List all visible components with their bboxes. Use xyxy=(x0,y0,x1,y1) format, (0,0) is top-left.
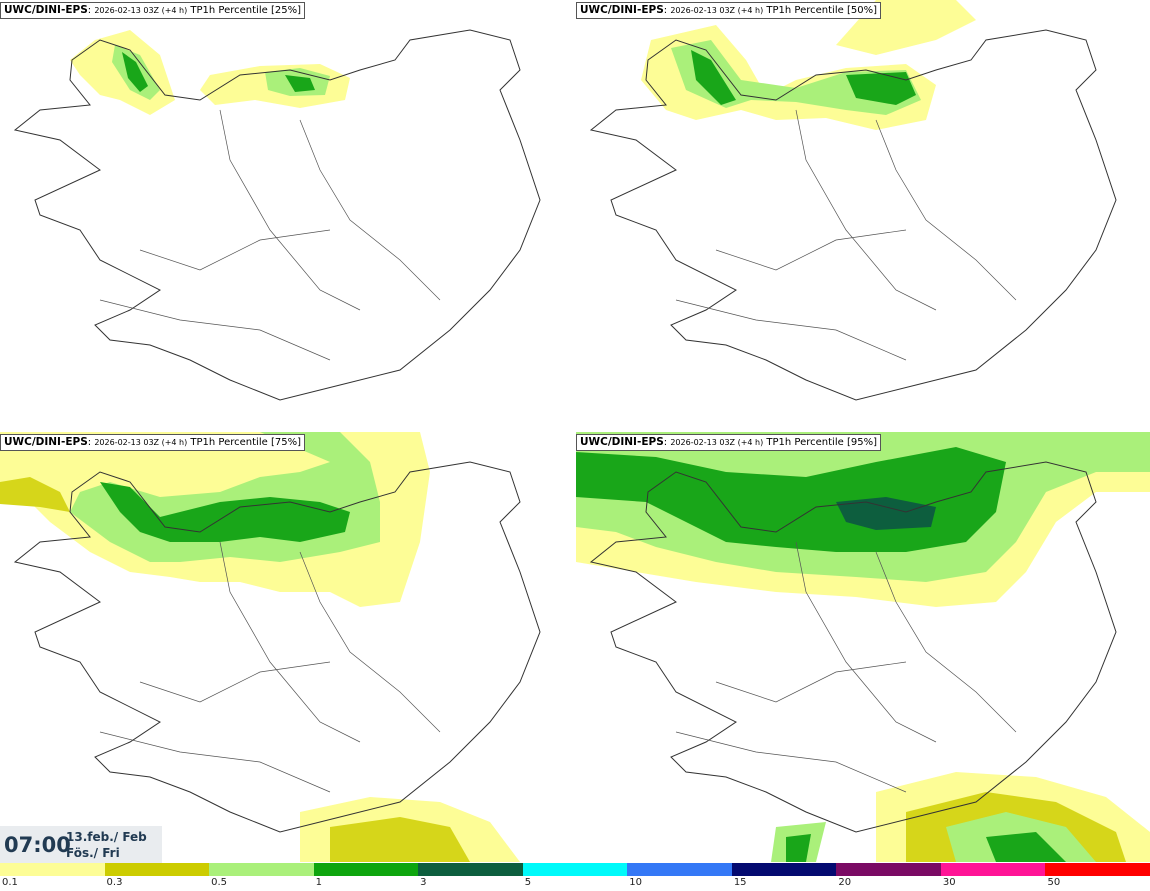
map-title: UWC/DINI-EPS: 2026-02-13 03Z (+4 h) TP1h… xyxy=(576,2,881,19)
legend-label: 5 xyxy=(524,877,532,888)
legend-label: 0.3 xyxy=(106,877,123,888)
legend-label: 15 xyxy=(733,877,747,888)
precipitation-map xyxy=(0,432,541,862)
legend-labels: 0.1 0.3 0.5 1 3 5 10 15 20 30 50 xyxy=(0,877,1150,891)
legend-swatch xyxy=(627,863,732,876)
model-name: UWC/DINI-EPS xyxy=(580,4,664,16)
model-name: UWC/DINI-EPS xyxy=(580,436,664,448)
legend-swatch xyxy=(0,863,105,876)
iceland-outline xyxy=(13,29,541,401)
legend-label: 10 xyxy=(629,877,642,888)
legend-swatch xyxy=(836,863,941,876)
legend-swatch xyxy=(313,863,419,876)
legend-swatch xyxy=(209,863,314,876)
precipitation-map xyxy=(13,29,541,401)
legend-label: 1 xyxy=(315,877,322,888)
run-time: 2026-02-13 03Z (+4 h) xyxy=(94,6,188,15)
precipitation-field xyxy=(641,0,976,130)
legend-swatch xyxy=(940,863,1046,876)
valid-date: 13.feb./ Feb xyxy=(66,830,147,844)
map-panel-95th-percentile: UWC/DINI-EPS: 2026-02-13 03Z (+4 h) TP1h… xyxy=(576,432,1150,862)
precipitation-map xyxy=(589,0,1117,401)
precipitation-field xyxy=(576,432,1150,862)
map-panel-50th-percentile: UWC/DINI-EPS: 2026-02-13 03Z (+4 h) TP1h… xyxy=(576,0,1150,430)
precipitation-field xyxy=(70,30,350,115)
precipitation-field xyxy=(0,432,520,862)
legend-swatch xyxy=(418,863,523,876)
product-name: TP1h Percentile [25%] xyxy=(190,5,301,16)
model-name: UWC/DINI-EPS xyxy=(4,436,88,448)
legend-label: 30 xyxy=(942,877,956,888)
legend-swatch xyxy=(522,863,628,876)
iceland-outline xyxy=(589,461,1117,833)
legend-label: 0.1 xyxy=(2,877,18,888)
precipitation-legend: 0.1 0.3 0.5 1 3 5 10 15 20 30 50 xyxy=(0,863,1150,891)
run-time: 2026-02-13 03Z (+4 h) xyxy=(94,438,188,447)
map-panel-25th-percentile: UWC/DINI-EPS: 2026-02-13 03Z (+4 h) TP1h… xyxy=(0,0,574,430)
valid-day: Fös./ Fri xyxy=(66,846,120,860)
legend-color-bar xyxy=(0,863,1150,876)
map-title: UWC/DINI-EPS: 2026-02-13 03Z (+4 h) TP1h… xyxy=(0,2,305,19)
product-name: TP1h Percentile [75%] xyxy=(190,437,301,448)
legend-label: 0.5 xyxy=(211,877,227,888)
map-panel-75th-percentile: UWC/DINI-EPS: 2026-02-13 03Z (+4 h) TP1h… xyxy=(0,432,574,862)
map-title: UWC/DINI-EPS: 2026-02-13 03Z (+4 h) TP1h… xyxy=(576,434,881,451)
precipitation-map xyxy=(576,432,1150,862)
legend-label: 20 xyxy=(838,877,852,888)
legend-swatch xyxy=(1045,863,1150,876)
iceland-outline xyxy=(13,461,541,833)
run-time: 2026-02-13 03Z (+4 h) xyxy=(670,6,764,15)
product-name: TP1h Percentile [95%] xyxy=(766,437,877,448)
valid-time: 07:00 xyxy=(4,833,71,857)
legend-label: 50 xyxy=(1047,877,1061,888)
iceland-outline xyxy=(589,29,1117,401)
legend-label: 3 xyxy=(420,877,427,888)
legend-swatch xyxy=(731,863,837,876)
model-name: UWC/DINI-EPS xyxy=(4,4,88,16)
valid-time-box: 07:00 13.feb./ Feb Fös./ Fri xyxy=(0,826,162,863)
run-time: 2026-02-13 03Z (+4 h) xyxy=(670,438,764,447)
legend-swatch xyxy=(104,863,210,876)
product-name: TP1h Percentile [50%] xyxy=(766,5,877,16)
map-title: UWC/DINI-EPS: 2026-02-13 03Z (+4 h) TP1h… xyxy=(0,434,305,451)
